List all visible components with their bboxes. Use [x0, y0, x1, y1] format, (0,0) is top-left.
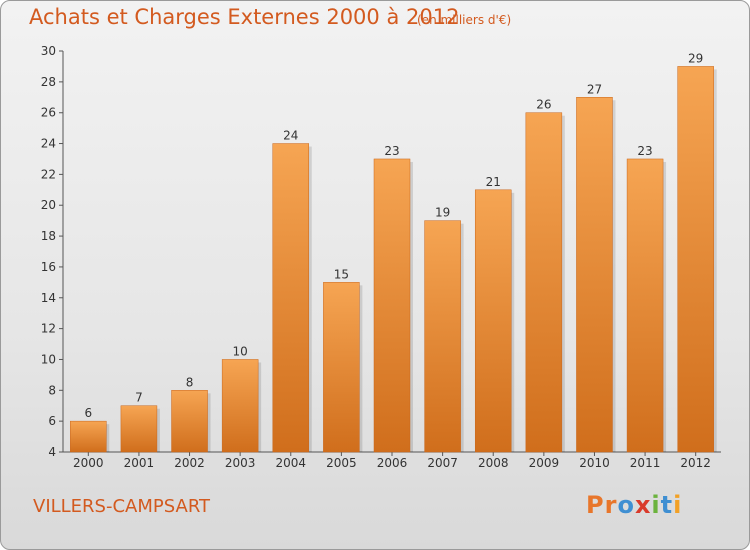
data-label-2005: 15 [334, 267, 349, 281]
bar-2006 [373, 158, 411, 453]
x-tick-label-2007: 2007 [427, 456, 458, 470]
data-label-2009: 26 [536, 98, 551, 112]
data-label-2006: 23 [384, 144, 399, 158]
bars: 6 7 8 10 24 15 23 19 21 26 27 23 29 [70, 51, 717, 453]
bar-2012 [677, 66, 714, 453]
y-tick-label: 18 [41, 229, 56, 243]
y-tick-label: 30 [41, 44, 56, 58]
chart-subtitle: (en milliers d'€) [417, 13, 512, 27]
y-tick-label: 20 [41, 198, 56, 212]
bar-2004 [272, 143, 310, 453]
bar-2001 [120, 405, 158, 453]
logo-letter: o [617, 491, 635, 519]
x-tick-label-2003: 2003 [225, 456, 256, 470]
y-tick-label: 26 [41, 106, 56, 120]
bar-2008 [474, 189, 512, 453]
x-tick-label-2008: 2008 [478, 456, 509, 470]
logo-letter: i [673, 491, 683, 519]
logo-letter: P [586, 491, 605, 519]
y-tick-label: 8 [48, 383, 56, 397]
logo-letter: i [651, 491, 661, 519]
data-label-2001: 7 [135, 391, 143, 405]
bar-2009 [525, 112, 563, 453]
x-tick-label-2000: 2000 [73, 456, 104, 470]
data-label-2008: 21 [486, 175, 501, 189]
y-tick-label: 28 [41, 75, 56, 89]
data-label-2010: 27 [587, 82, 602, 96]
logo-letter: t [660, 491, 674, 519]
x-tick-label-2006: 2006 [377, 456, 408, 470]
chart-title: Achats et Charges Externes 2000 à 2012 [29, 5, 460, 29]
x-tick-label-2001: 2001 [124, 456, 155, 470]
y-tick-label: 24 [41, 137, 56, 151]
x-tick-label-2009: 2009 [529, 456, 560, 470]
commune-name: VILLERS-CAMPSART [33, 496, 211, 517]
bar-2000 [70, 420, 107, 453]
data-label-2004: 24 [283, 129, 298, 143]
y-tick-label: 12 [41, 322, 56, 336]
bar-2010 [576, 97, 613, 453]
y-tick-label: 22 [41, 167, 56, 181]
data-label-2002: 8 [186, 375, 194, 389]
x-tick-label-2012: 2012 [680, 456, 711, 470]
data-label-2007: 19 [435, 206, 450, 220]
data-label-2012: 29 [688, 51, 703, 65]
logo-letter: r [604, 491, 618, 519]
logo-letter: x [634, 491, 652, 519]
y-tick-label: 14 [41, 291, 56, 305]
y-tick-label: 6 [48, 414, 56, 428]
y-tick-label: 16 [41, 260, 56, 274]
bar-2003 [221, 359, 259, 453]
x-tick-label-2004: 2004 [275, 456, 306, 470]
y-tick-label: 10 [41, 352, 56, 366]
data-label-2000: 6 [84, 406, 92, 420]
x-tick-label-2005: 2005 [326, 456, 357, 470]
bar-2007 [424, 220, 461, 453]
axes: 4 6 8 10 12 14 16 18 20 22 24 26 28 30 2000 2001 2002 200… [41, 44, 721, 470]
bar-2002 [171, 390, 208, 453]
x-tick-label-2010: 2010 [579, 456, 610, 470]
y-tick-label: 4 [48, 445, 56, 459]
bar-2011 [626, 158, 664, 453]
bar-2005 [323, 282, 360, 453]
x-tick-label-2011: 2011 [630, 456, 661, 470]
data-label-2011: 23 [637, 144, 652, 158]
data-label-2003: 10 [233, 344, 248, 358]
proxiti-logo: Proxiti [586, 491, 682, 519]
x-tick-label-2002: 2002 [174, 456, 205, 470]
